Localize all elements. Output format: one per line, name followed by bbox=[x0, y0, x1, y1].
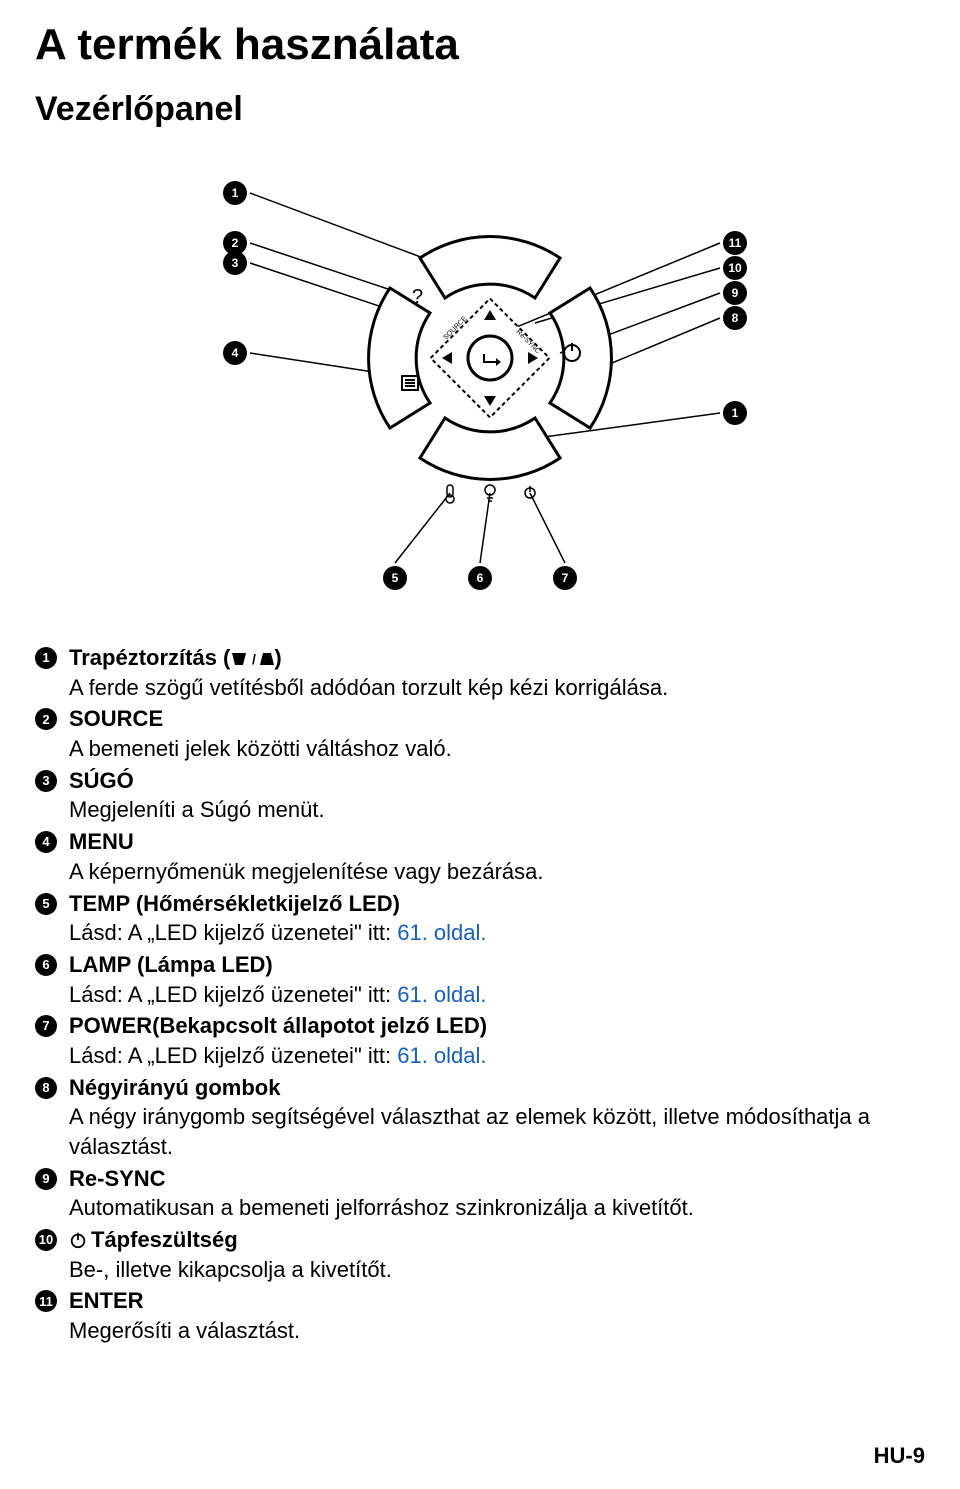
legend-title: LAMP (Lámpa LED) bbox=[69, 950, 925, 980]
legend-bullet: 11 bbox=[35, 1290, 57, 1312]
page-footer: HU-9 bbox=[874, 1443, 925, 1469]
legend-item: 6 LAMP (Lámpa LED)Lásd: A „LED kijelző üz… bbox=[35, 950, 925, 1009]
legend-title: Re-SYNC bbox=[69, 1164, 925, 1194]
svg-text:1: 1 bbox=[232, 186, 239, 200]
legend-title: Négyirányú gombok bbox=[69, 1073, 925, 1103]
legend-item: 8 Négyirányú gombokA négy iránygomb segít… bbox=[35, 1073, 925, 1162]
legend-item: 4 MENUA képernyőmenük megjelenítése vagy … bbox=[35, 827, 925, 886]
svg-text:1: 1 bbox=[732, 406, 739, 420]
legend-item: 2 SOURCEA bemeneti jelek közötti váltásho… bbox=[35, 704, 925, 763]
legend-bullet: 1 bbox=[35, 647, 57, 669]
legend-title: Trapéztorzítás (/) bbox=[69, 643, 925, 673]
legend-body: Re-SYNCAutomatikusan a bemeneti jelforrá… bbox=[69, 1164, 925, 1223]
legend-title: SOURCE bbox=[69, 704, 925, 734]
legend-bullet: 2 bbox=[35, 708, 57, 730]
legend-title: POWER(Bekapcsolt állapotot jelző LED) bbox=[69, 1011, 925, 1041]
legend-bullet: 5 bbox=[35, 893, 57, 915]
page-title: A termék használata bbox=[35, 20, 925, 70]
legend-bullet: 6 bbox=[35, 954, 57, 976]
legend-title: Tápfeszültség bbox=[69, 1225, 925, 1255]
legend-bullet: 4 bbox=[35, 831, 57, 853]
legend-body: MENUA képernyőmenük megjelenítése vagy b… bbox=[69, 827, 925, 886]
svg-text:8: 8 bbox=[732, 311, 739, 325]
legend-title: ENTER bbox=[69, 1286, 925, 1316]
legend-body: Trapéztorzítás (/)A ferde szögű vetítésb… bbox=[69, 643, 925, 702]
legend-item: 1 Trapéztorzítás (/)A ferde szögű vetítés… bbox=[35, 643, 925, 702]
power-icon bbox=[69, 1231, 87, 1249]
legend-desc: Be-, illetve kikapcsolja a kivetítőt. bbox=[69, 1255, 925, 1285]
legend-desc: Megjeleníti a Súgó menüt. bbox=[69, 795, 925, 825]
page-ref-link[interactable]: 61. oldal. bbox=[397, 1043, 486, 1068]
legend-title: MENU bbox=[69, 827, 925, 857]
svg-text:?: ? bbox=[412, 286, 423, 308]
legend-item: 3 SÚGÓMegjeleníti a Súgó menüt. bbox=[35, 766, 925, 825]
legend-item: 5 TEMP (Hőmérsékletkijelző LED)Lásd: A „L… bbox=[35, 889, 925, 948]
svg-text:4: 4 bbox=[232, 346, 239, 360]
legend-bullet: 9 bbox=[35, 1168, 57, 1190]
legend-body: SOURCEA bemeneti jelek közötti váltáshoz… bbox=[69, 704, 925, 763]
legend-item: 9 Re-SYNCAutomatikusan a bemeneti jelforr… bbox=[35, 1164, 925, 1223]
legend-desc: A bemeneti jelek közötti váltáshoz való. bbox=[69, 734, 925, 764]
svg-text:2: 2 bbox=[232, 236, 239, 250]
legend-desc: A négy iránygomb segítségével választhat… bbox=[69, 1102, 925, 1161]
control-panel-diagram: ? SOURCE Re-SYNC bbox=[35, 153, 925, 633]
legend-item: 11 ENTERMegerősíti a választást. bbox=[35, 1286, 925, 1345]
legend-bullet: 8 bbox=[35, 1077, 57, 1099]
svg-text:3: 3 bbox=[232, 256, 239, 270]
svg-text:11: 11 bbox=[729, 236, 742, 250]
page-ref-link[interactable]: 61. oldal. bbox=[397, 982, 486, 1007]
legend-desc: Megerősíti a választást. bbox=[69, 1316, 925, 1346]
legend-desc: Automatikusan a bemeneti jelforráshoz sz… bbox=[69, 1193, 925, 1223]
legend-desc: Lásd: A „LED kijelző üzenetei" itt: 61. … bbox=[69, 1041, 925, 1071]
legend-item: 10 TápfeszültségBe-, illetve kikapcsolja … bbox=[35, 1225, 925, 1284]
page-ref-link[interactable]: 61. oldal. bbox=[397, 920, 486, 945]
legend-title: TEMP (Hőmérsékletkijelző LED) bbox=[69, 889, 925, 919]
legend-body: Négyirányú gombokA négy iránygomb segíts… bbox=[69, 1073, 925, 1162]
svg-text:9: 9 bbox=[732, 286, 739, 300]
legend-desc: Lásd: A „LED kijelző üzenetei" itt: 61. … bbox=[69, 918, 925, 948]
svg-text:6: 6 bbox=[477, 571, 484, 585]
svg-text:5: 5 bbox=[392, 571, 399, 585]
legend-bullet: 3 bbox=[35, 770, 57, 792]
legend-list: 1 Trapéztorzítás (/)A ferde szögű vetítés… bbox=[35, 643, 925, 1346]
legend-body: SÚGÓMegjeleníti a Súgó menüt. bbox=[69, 766, 925, 825]
legend-bullet: 10 bbox=[35, 1229, 57, 1251]
legend-body: ENTERMegerősíti a választást. bbox=[69, 1286, 925, 1345]
legend-bullet: 7 bbox=[35, 1015, 57, 1037]
svg-text:7: 7 bbox=[562, 571, 569, 585]
svg-text:/: / bbox=[252, 651, 256, 667]
legend-title: SÚGÓ bbox=[69, 766, 925, 796]
legend-desc: A ferde szögű vetítésből adódóan torzult… bbox=[69, 673, 925, 703]
legend-desc: Lásd: A „LED kijelző üzenetei" itt: 61. … bbox=[69, 980, 925, 1010]
section-title: Vezérlőpanel bbox=[35, 90, 925, 129]
legend-body: TEMP (Hőmérsékletkijelző LED)Lásd: A „LE… bbox=[69, 889, 925, 948]
keystone-icon: / bbox=[230, 651, 274, 667]
legend-body: TápfeszültségBe-, illetve kikapcsolja a … bbox=[69, 1225, 925, 1284]
legend-item: 7 POWER(Bekapcsolt állapotot jelző LED)Lá… bbox=[35, 1011, 925, 1070]
svg-text:10: 10 bbox=[728, 261, 742, 275]
legend-desc: A képernyőmenük megjelenítése vagy bezár… bbox=[69, 857, 925, 887]
legend-body: LAMP (Lámpa LED)Lásd: A „LED kijelző üze… bbox=[69, 950, 925, 1009]
legend-body: POWER(Bekapcsolt állapotot jelző LED)Lás… bbox=[69, 1011, 925, 1070]
